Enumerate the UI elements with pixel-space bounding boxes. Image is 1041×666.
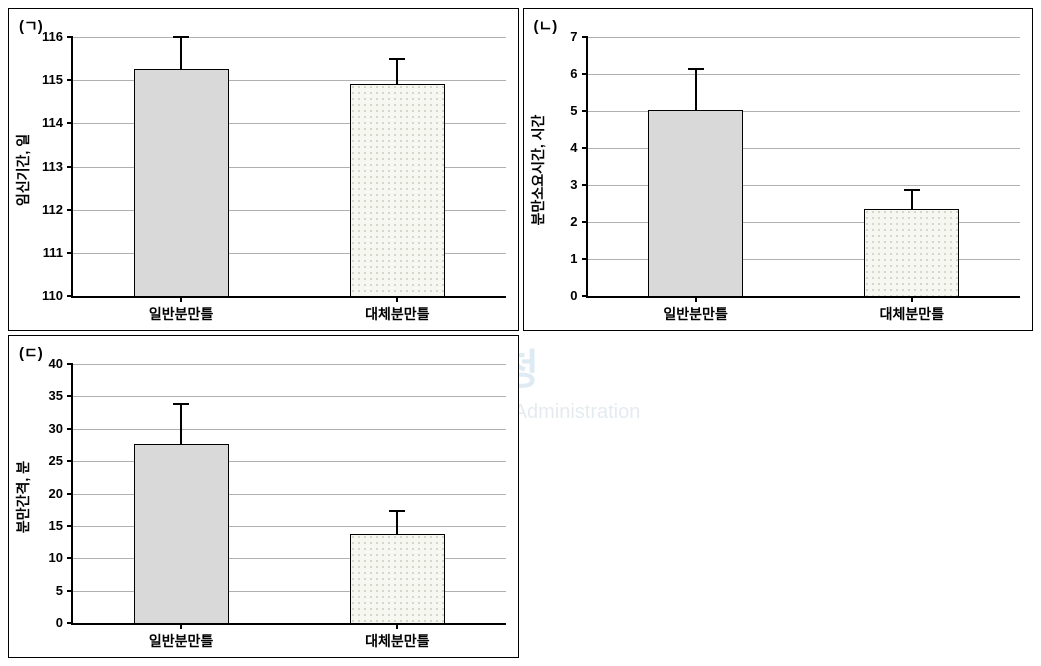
error-bar — [180, 405, 182, 444]
panel-a-chart: 110111112113114115116115.27일반분만틀114.91대체… — [71, 37, 506, 298]
bar-column: 115.27일반분만틀 — [73, 37, 289, 296]
error-bar — [396, 60, 398, 84]
error-cap — [173, 36, 189, 38]
y-tick-label: 3 — [570, 177, 577, 192]
y-tick-label: 115 — [42, 72, 63, 87]
error-cap — [688, 68, 704, 70]
y-tick-label: 4 — [570, 140, 577, 155]
bar — [648, 110, 743, 296]
error-cap — [173, 403, 189, 405]
y-tick-label: 5 — [56, 583, 63, 598]
y-tick-label: 1 — [570, 251, 577, 266]
bar — [350, 534, 445, 623]
y-tick-label: 0 — [56, 615, 63, 630]
x-tick-label: 대체분만틀 — [880, 304, 944, 324]
y-tick-label: 112 — [42, 202, 63, 217]
bar-column: 114.91대체분만틀 — [289, 37, 505, 296]
y-tick-label: 40 — [49, 356, 63, 371]
error-cap — [389, 510, 405, 512]
y-tick-label: 114 — [42, 115, 63, 130]
y-tick-label: 110 — [42, 288, 63, 303]
y-tick-label: 5 — [570, 103, 577, 118]
bar-column: 5.02일반분만틀 — [588, 37, 804, 296]
y-tick-label: 25 — [49, 453, 63, 468]
panel-b-label: (ㄴ) — [534, 15, 558, 36]
bar-column: 27.61일반분만틀 — [73, 364, 289, 623]
error-bar — [695, 70, 697, 111]
y-tick-label: 116 — [42, 29, 63, 44]
y-tick-label: 20 — [49, 486, 63, 501]
y-tick-label: 6 — [570, 66, 577, 81]
bar — [350, 84, 445, 296]
x-tick-label: 대체분만틀 — [365, 304, 429, 324]
y-tick-label: 10 — [49, 550, 63, 565]
panel-a-ylabel: 임신기간, 일 — [13, 133, 33, 205]
panel-c-ylabel: 분만간격, 분 — [13, 460, 33, 532]
y-tick-label: 0 — [570, 288, 577, 303]
y-tick-label: 2 — [570, 214, 577, 229]
x-tick-label: 대체분만틀 — [365, 631, 429, 651]
bar — [864, 209, 959, 296]
panel-b: (ㄴ) 분만소요시간, 시간 012345675.02일반분만틀2.35대체분만… — [523, 8, 1034, 331]
panel-a: (ㄱ) 임신기간, 일 110111112113114115116115.27일… — [8, 8, 519, 331]
panel-c: (ㄷ) 분만간격, 분 051015202530354027.61일반분만틀13… — [8, 335, 519, 658]
panel-c-label: (ㄷ) — [19, 342, 43, 363]
error-bar — [180, 38, 182, 68]
bar-column: 13.77대체분만틀 — [289, 364, 505, 623]
panel-b-chart: 012345675.02일반분만틀2.35대체분만틀 — [586, 37, 1021, 298]
error-cap — [904, 189, 920, 191]
x-tick-label: 일반분만틀 — [663, 304, 727, 324]
bar — [134, 444, 229, 623]
x-tick-label: 일반분만틀 — [149, 631, 213, 651]
y-tick-label: 15 — [49, 518, 63, 533]
y-tick-label: 30 — [49, 421, 63, 436]
x-tick-label: 일반분만틀 — [149, 304, 213, 324]
empty-panel — [523, 335, 1034, 658]
error-bar — [396, 512, 398, 533]
panel-b-ylabel: 분만소요시간, 시간 — [528, 114, 548, 225]
error-bar — [911, 191, 913, 210]
y-tick-label: 111 — [43, 245, 63, 260]
y-tick-label: 35 — [49, 388, 63, 403]
panel-a-label: (ㄱ) — [19, 15, 43, 36]
y-tick-label: 113 — [42, 159, 63, 174]
chart-grid: (ㄱ) 임신기간, 일 110111112113114115116115.27일… — [0, 0, 1041, 666]
bar-column: 2.35대체분만틀 — [804, 37, 1020, 296]
panel-c-chart: 051015202530354027.61일반분만틀13.77대체분만틀 — [71, 364, 506, 625]
error-cap — [389, 58, 405, 60]
bar — [134, 69, 229, 296]
y-tick-label: 7 — [570, 29, 577, 44]
